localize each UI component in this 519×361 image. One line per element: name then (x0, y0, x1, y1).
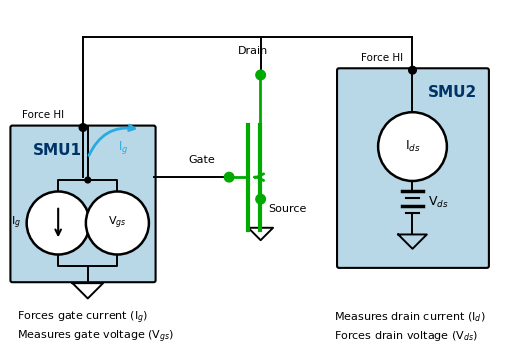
Circle shape (85, 177, 91, 183)
Circle shape (408, 66, 416, 74)
Text: Forces gate current (I$_g$): Forces gate current (I$_g$) (17, 310, 148, 326)
Text: Source: Source (268, 204, 307, 214)
Text: SMU2: SMU2 (428, 86, 477, 100)
Text: Force HI: Force HI (361, 53, 403, 62)
Text: Gate: Gate (188, 155, 215, 165)
Circle shape (224, 173, 234, 182)
Text: Measures gate voltage (V$_{gs}$): Measures gate voltage (V$_{gs}$) (17, 329, 174, 345)
Text: V$_{ds}$: V$_{ds}$ (428, 195, 448, 209)
Text: SMU1: SMU1 (33, 143, 83, 158)
Circle shape (79, 124, 87, 131)
Circle shape (86, 191, 149, 255)
Text: I$_{ds}$: I$_{ds}$ (405, 139, 420, 154)
Circle shape (26, 191, 90, 255)
Text: Forces drain voltage (V$_{ds}$): Forces drain voltage (V$_{ds}$) (334, 329, 479, 343)
Text: Measures drain current (I$_d$): Measures drain current (I$_d$) (334, 310, 486, 323)
Text: Drain: Drain (238, 46, 268, 56)
Text: Force HI: Force HI (22, 110, 64, 120)
Circle shape (378, 112, 447, 181)
Circle shape (256, 70, 265, 80)
Circle shape (256, 194, 265, 204)
Text: I$_g$: I$_g$ (11, 215, 21, 231)
FancyBboxPatch shape (337, 68, 489, 268)
Text: V$_{gs}$: V$_{gs}$ (108, 215, 127, 231)
FancyBboxPatch shape (10, 126, 156, 282)
Text: I$_g$: I$_g$ (118, 139, 129, 156)
